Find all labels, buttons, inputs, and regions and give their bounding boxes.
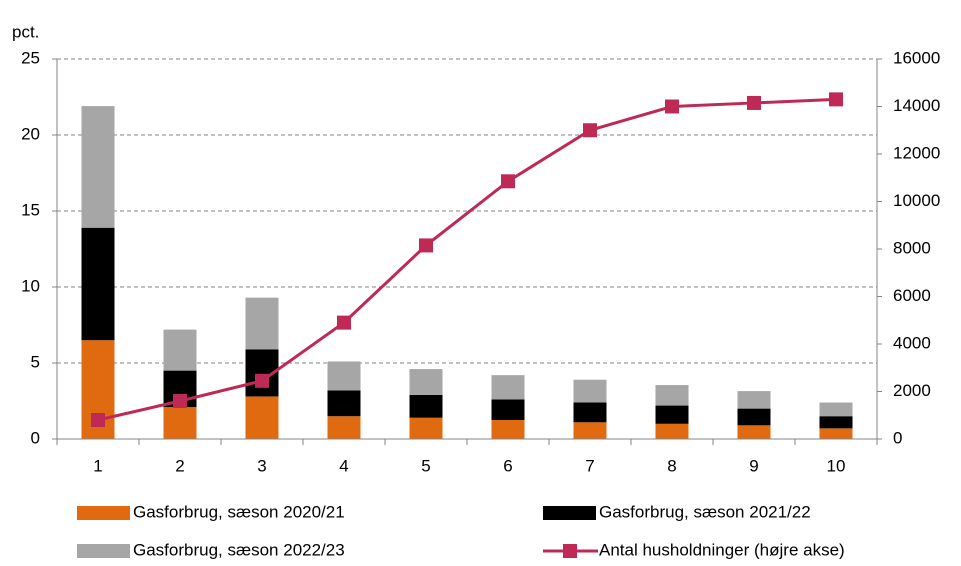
bar: [819, 402, 853, 417]
bar: [655, 405, 689, 424]
legend-label: Gasforbrug, sæson 2020/21: [133, 502, 345, 521]
y-axis-label: pct.: [12, 22, 39, 41]
x-tick-label: 1: [93, 456, 102, 475]
y2-tick-label: 14000: [893, 96, 940, 115]
x-tick-label: 10: [827, 456, 846, 475]
line: [97, 97, 837, 422]
x-tick-label: 9: [749, 456, 758, 475]
marker: [583, 123, 597, 138]
bar: [819, 416, 853, 429]
marker: [419, 238, 433, 253]
bar: [81, 106, 115, 228]
x-tick-label: 7: [585, 456, 594, 475]
bar: [819, 428, 853, 439]
bar: [573, 402, 607, 423]
bar: [573, 422, 607, 439]
y-tick-label: 0: [31, 428, 40, 447]
bar: [245, 297, 279, 350]
x-tick-label: 5: [421, 456, 430, 475]
y-tick-label: 5: [31, 352, 40, 371]
y2-tick-label: 10000: [893, 191, 940, 210]
bar: [163, 407, 197, 439]
bar: [81, 227, 115, 341]
bar: [655, 423, 689, 439]
legend-label: Gasforbrug, sæson 2021/22: [599, 502, 811, 521]
marker: [173, 394, 187, 408]
bar: [491, 420, 525, 439]
y-tick-label: 20: [21, 124, 40, 143]
legend-swatch: [543, 506, 596, 520]
bar: [409, 394, 443, 418]
x-tick-label: 6: [503, 456, 512, 475]
marker: [665, 99, 679, 114]
bar: [327, 361, 361, 391]
x-tick-label: 8: [667, 456, 676, 475]
marker: [91, 413, 105, 427]
x-tick-label: 4: [339, 456, 348, 475]
bar: [737, 408, 771, 426]
legend-swatch: [77, 506, 130, 520]
legend-swatch: [77, 544, 130, 558]
marker: [337, 315, 351, 330]
x-tick-label: 2: [175, 456, 184, 475]
y2-tick-label: 16000: [893, 48, 940, 67]
y-tick-label: 25: [21, 48, 40, 67]
legend-label: Antal husholdninger (højre akse): [599, 540, 845, 559]
y2-tick-label: 2000: [893, 381, 931, 400]
bar: [163, 329, 197, 371]
y-tick-label: 15: [21, 200, 40, 219]
y-tick-label: 10: [21, 276, 40, 295]
x-tick-label: 3: [257, 456, 266, 475]
legend-label: Gasforbrug, sæson 2022/23: [133, 540, 345, 559]
y2-tick-label: 8000: [893, 238, 931, 257]
bar: [409, 369, 443, 395]
y2-tick-label: 0: [893, 428, 902, 447]
marker: [501, 174, 515, 189]
bar: [245, 396, 279, 439]
legend-marker: [563, 544, 577, 558]
bar: [573, 379, 607, 403]
bar: [737, 391, 771, 409]
bar: [491, 375, 525, 400]
y2-tick-label: 6000: [893, 286, 931, 305]
bar: [409, 417, 443, 439]
bar: [327, 390, 361, 417]
bar: [737, 425, 771, 439]
marker: [255, 373, 269, 388]
bar: [655, 385, 689, 406]
y2-tick-label: 4000: [893, 333, 931, 352]
bar: [491, 399, 525, 420]
marker: [747, 95, 761, 110]
marker: [829, 92, 843, 107]
bar: [327, 416, 361, 439]
y2-tick-label: 12000: [893, 143, 940, 162]
